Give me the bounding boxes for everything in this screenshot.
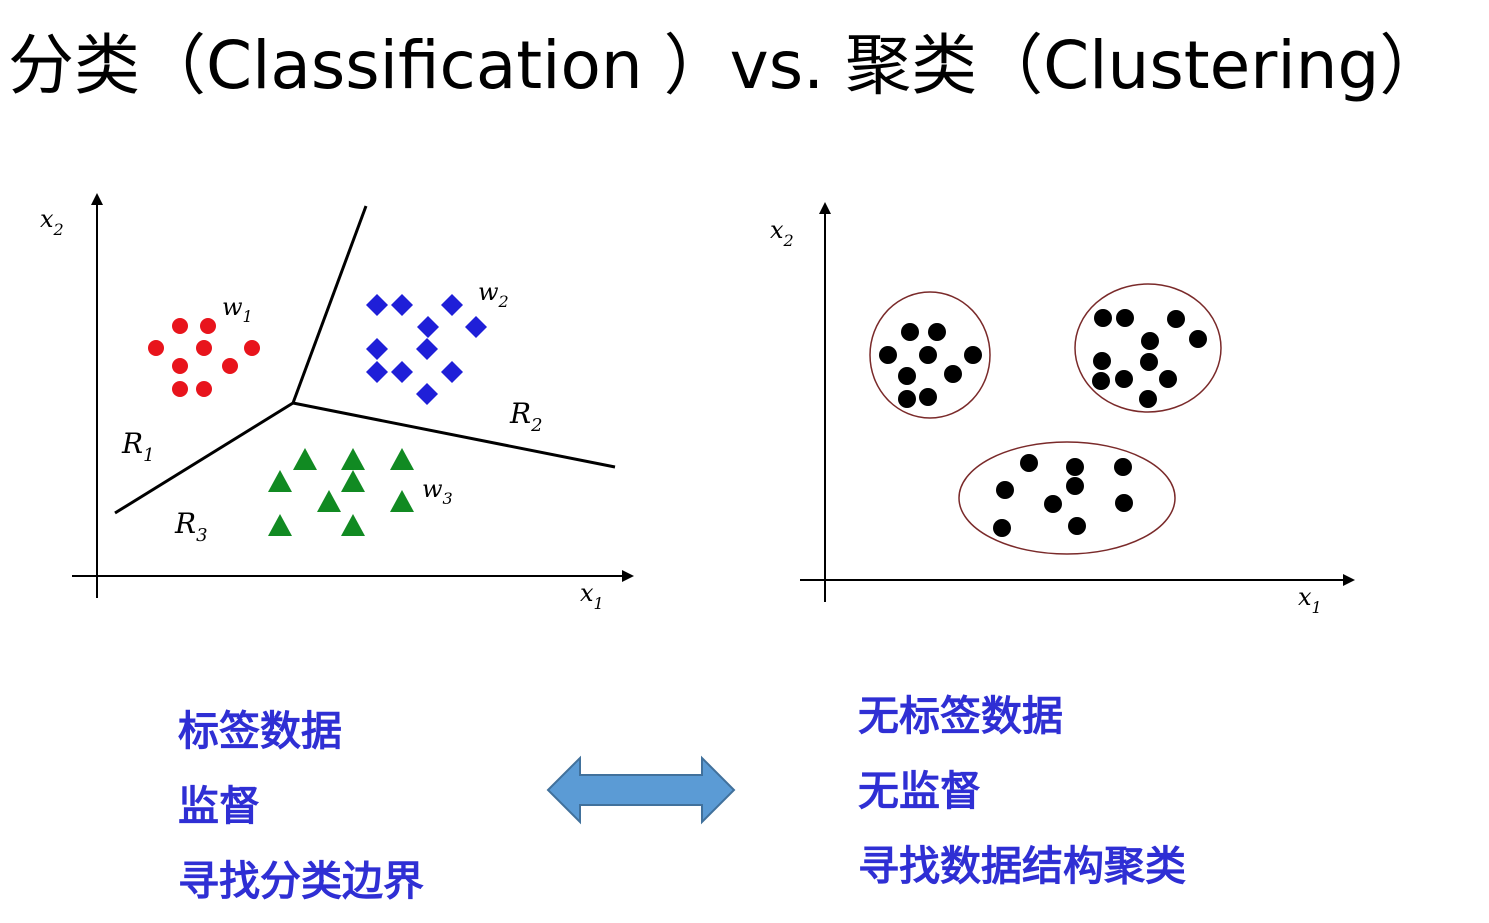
cluster-point: [1189, 330, 1207, 348]
class-w1-point: [196, 340, 212, 356]
x-axis-label: x1: [1298, 583, 1322, 617]
class-label-w3: w3: [422, 475, 453, 508]
class-w2-point: [391, 361, 413, 383]
class-label-w2: w2: [478, 278, 509, 311]
classification-diagram: x2 x1 R1 R2 R3 w1 w2 w3: [40, 193, 634, 613]
class-w3-point: [390, 448, 414, 470]
cluster-point: [996, 481, 1014, 499]
cluster-point: [898, 367, 916, 385]
class-w1-point: [244, 340, 260, 356]
region-label-r2: R2: [509, 397, 543, 436]
page-title: 分类（Classification ）vs. 聚类（Clustering）: [8, 27, 1446, 104]
cluster-outline-2: [1074, 283, 1222, 413]
class-w1-point: [172, 318, 188, 334]
cluster-outline-3: [958, 441, 1176, 555]
cluster-point: [1093, 352, 1111, 370]
cluster-point: [944, 365, 962, 383]
cluster-point: [1068, 517, 1086, 535]
cluster-point: [1115, 494, 1133, 512]
cluster-point: [1139, 390, 1157, 408]
class-w1-point: [196, 381, 212, 397]
cluster-point: [1116, 309, 1134, 327]
class-w1-point: [148, 340, 164, 356]
classification-feature-supervised: 监督: [178, 782, 260, 830]
clustering-feature-find-clusters: 寻找数据结构聚类: [858, 842, 1186, 890]
cluster-outline-1: [869, 291, 991, 419]
class-w2-point: [441, 294, 463, 316]
class-w2-point: [366, 338, 388, 360]
class-w2-point: [441, 361, 463, 383]
class-w3-point: [268, 470, 292, 492]
class-w3-point: [268, 514, 292, 536]
clustering-feature-unsupervised: 无监督: [858, 767, 981, 815]
cluster-point: [1044, 495, 1062, 513]
cluster-point: [1020, 454, 1038, 472]
cluster-point: [901, 323, 919, 341]
cluster-point: [1092, 372, 1110, 390]
cluster-points: [879, 309, 1207, 537]
region-label-r1: R1: [121, 427, 155, 466]
boundary-line-left: [114, 401, 294, 515]
class-w1-point: [172, 381, 188, 397]
class-w2-point: [391, 294, 413, 316]
x-axis-label: x1: [580, 579, 604, 613]
cluster-point: [1094, 309, 1112, 327]
clustering-feature-unlabeled-data: 无标签数据: [858, 692, 1063, 740]
class-w2-point: [366, 361, 388, 383]
y-axis-label: x2: [40, 205, 64, 239]
class-w2-point: [417, 316, 439, 338]
double-arrow-icon: [546, 755, 736, 825]
cluster-point: [993, 519, 1011, 537]
cluster-point: [898, 390, 916, 408]
classification-feature-labeled-data: 标签数据: [178, 707, 342, 755]
cluster-point: [1115, 370, 1133, 388]
class-w3-point: [390, 490, 414, 512]
class-w3-point: [341, 448, 365, 470]
class-w3-point: [317, 490, 341, 512]
cluster-point: [1066, 477, 1084, 495]
cluster-point: [928, 323, 946, 341]
cluster-point: [1140, 353, 1158, 371]
class-w2-point: [465, 316, 487, 338]
class-w2-points: [366, 294, 487, 405]
boundary-line-right: [292, 401, 616, 469]
class-w1-point: [172, 358, 188, 374]
cluster-point: [879, 346, 897, 364]
class-w1-points: [148, 318, 260, 397]
clustering-diagram: x2 x1: [770, 202, 1355, 617]
cluster-point: [919, 388, 937, 406]
class-w3-point: [341, 514, 365, 536]
class-w3-point: [341, 470, 365, 492]
cluster-point: [1114, 458, 1132, 476]
y-axis-label: x2: [770, 216, 794, 250]
boundary-line-upper: [291, 205, 368, 404]
class-w3-point: [293, 448, 317, 470]
class-w2-point: [416, 338, 438, 360]
class-w3-points: [268, 448, 414, 536]
class-w1-point: [200, 318, 216, 334]
class-w2-point: [366, 294, 388, 316]
cluster-point: [1159, 370, 1177, 388]
region-label-r3: R3: [174, 507, 208, 546]
cluster-point: [1167, 310, 1185, 328]
cluster-point: [919, 346, 937, 364]
cluster-point: [1066, 458, 1084, 476]
cluster-point: [1141, 332, 1159, 350]
class-w2-point: [416, 383, 438, 405]
classification-feature-find-boundary: 寻找分类边界: [178, 857, 424, 905]
cluster-point: [964, 346, 982, 364]
class-label-w1: w1: [222, 293, 253, 326]
class-w1-point: [222, 358, 238, 374]
